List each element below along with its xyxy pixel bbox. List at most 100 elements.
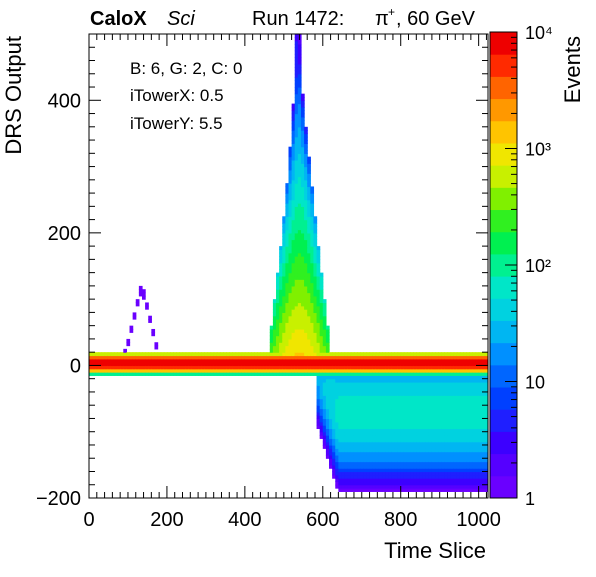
heatmap-cell (422, 355, 427, 360)
heatmap-cell (413, 448, 417, 453)
heatmap-cell (435, 405, 439, 410)
heatmap-cell (422, 408, 427, 413)
heatmap-cell (453, 418, 458, 423)
heatmap-cell (422, 435, 427, 439)
heatmap-cell (394, 458, 399, 463)
heatmap-cell (241, 358, 246, 363)
heatmap-cell (313, 226, 318, 231)
heatmap-cell (469, 401, 474, 406)
heatmap-cell (335, 352, 339, 357)
heatmap-cell (369, 471, 374, 476)
heatmap-cell (438, 382, 442, 386)
heatmap-cell (257, 355, 262, 360)
heatmap-cell (319, 312, 324, 317)
heatmap-cell (313, 289, 318, 294)
heatmap-cell (360, 385, 364, 390)
heatmap-cell (350, 451, 355, 456)
heatmap-cell (372, 451, 377, 456)
heatmap-cell (444, 435, 449, 439)
heatmap-cell (332, 415, 336, 420)
heatmap-cell (338, 378, 343, 383)
heatmap-cell (322, 342, 327, 347)
heatmap-cell (297, 292, 302, 297)
heatmap-cell (410, 461, 414, 466)
heatmap-cell (369, 431, 374, 436)
heatmap-cell (428, 368, 433, 373)
heatmap-cell (207, 362, 212, 367)
heatmap-cell (297, 249, 302, 254)
heatmap-cell (198, 365, 202, 370)
heatmap-cell (160, 352, 165, 357)
heatmap-cell (463, 458, 467, 463)
z-tick-label: 1 (525, 489, 535, 509)
heatmap-cell (297, 113, 302, 118)
heatmap-cell (466, 464, 470, 469)
heatmap-cell (472, 421, 477, 426)
heatmap-cell (213, 355, 218, 360)
heatmap-cell (388, 408, 392, 413)
heatmap-cell (297, 80, 302, 85)
heatmap-cell (478, 464, 483, 469)
heatmap-cell (472, 382, 477, 386)
heatmap-cell (322, 395, 327, 400)
heatmap-cell (279, 342, 283, 347)
heatmap-cell (431, 352, 436, 357)
heatmap-cell (276, 358, 280, 363)
heatmap-cell (456, 478, 461, 483)
heatmap-cell (335, 355, 339, 360)
heatmap-cell (350, 454, 355, 459)
heatmap-cell (350, 421, 355, 426)
heatmap-cell (431, 411, 436, 416)
heatmap-cell (372, 464, 377, 469)
heatmap-cell (316, 378, 321, 383)
heatmap-cell (450, 431, 455, 436)
heatmap-cell (400, 405, 405, 410)
heatmap-cell (335, 408, 339, 413)
heatmap-cell (450, 438, 455, 443)
heatmap-cell (179, 355, 184, 360)
heatmap-cell (297, 282, 302, 287)
heatmap-cell (450, 468, 455, 473)
heatmap-cell (300, 229, 305, 234)
heatmap-cell (397, 372, 402, 376)
heatmap-cell (357, 454, 361, 459)
heatmap-cell (198, 355, 202, 360)
heatmap-cell (247, 355, 252, 360)
heatmap-cell (416, 468, 421, 473)
heatmap-cell (478, 468, 483, 473)
heatmap-cell (313, 232, 318, 237)
heatmap-cell (304, 312, 308, 317)
heatmap-cell (300, 216, 305, 221)
heatmap-cell (431, 468, 436, 473)
heatmap-cell (444, 431, 449, 436)
heatmap-cell (291, 289, 296, 294)
heatmap-cell (310, 332, 315, 337)
heatmap-cell (441, 464, 445, 469)
heatmap-cell (304, 322, 308, 327)
heatmap-cell (372, 461, 377, 466)
heatmap-cell (385, 435, 389, 439)
heatmap-cell (291, 338, 296, 343)
heatmap-cell (282, 232, 286, 237)
heatmap-cell (478, 444, 483, 449)
heatmap-cell (410, 478, 414, 483)
heatmap-cell (332, 395, 336, 400)
heatmap-cell (288, 372, 293, 376)
heatmap-cell (347, 401, 352, 406)
heatmap-cell (419, 365, 424, 370)
heatmap-cell (469, 468, 474, 473)
heatmap-cell (260, 372, 265, 376)
heatmap-cell (450, 372, 455, 376)
heatmap-cell (391, 355, 396, 360)
heatmap-cell (285, 319, 290, 323)
heatmap-cell (372, 365, 377, 370)
heatmap-cell (456, 425, 461, 429)
heatmap-cell (444, 471, 449, 476)
heatmap-cell (347, 415, 352, 420)
heatmap-cell (297, 312, 302, 317)
heatmap-cell (194, 352, 199, 357)
heatmap-cell (95, 362, 99, 367)
heatmap-cell (138, 368, 143, 373)
heatmap-cell (341, 355, 346, 360)
heatmap-cell (400, 408, 405, 413)
